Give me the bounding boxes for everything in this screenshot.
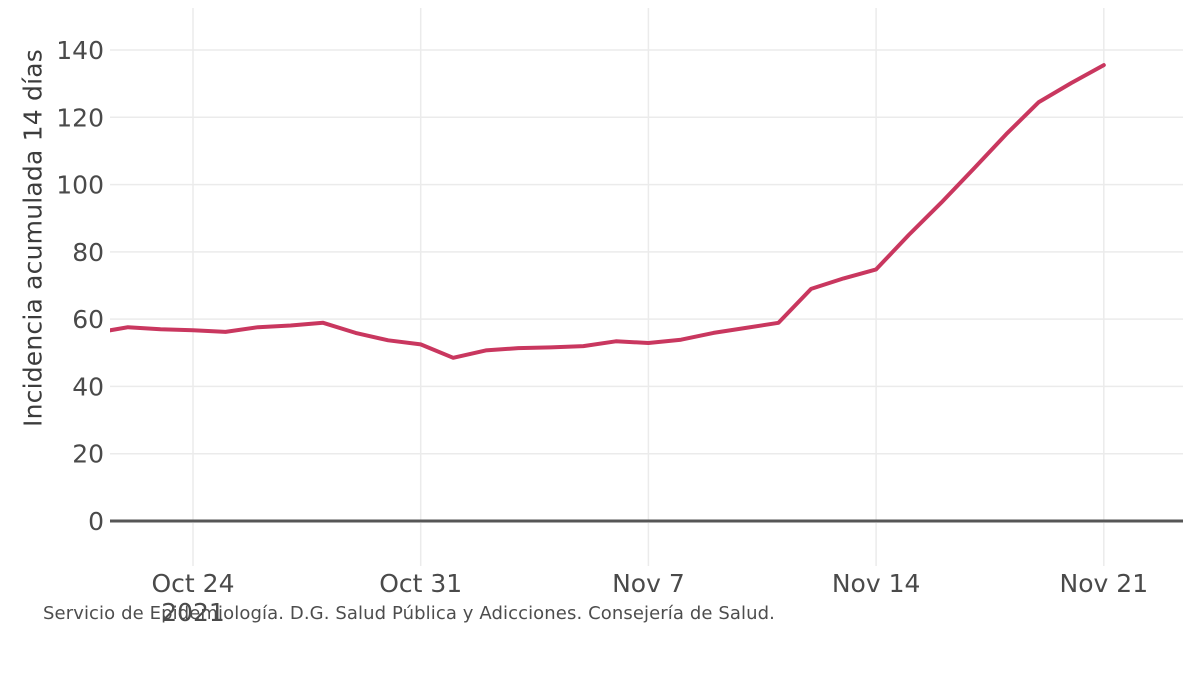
x-tick-label: Nov 14 xyxy=(832,569,921,598)
y-tick-label: 60 xyxy=(72,305,104,334)
y-tick-label: 0 xyxy=(88,507,104,536)
y-tick-label: 140 xyxy=(56,36,104,65)
series-line[interactable] xyxy=(95,63,1106,360)
y-tick-label: 80 xyxy=(72,238,104,267)
x-tick-label: Nov 21 xyxy=(1060,569,1149,598)
x-tick-label: Oct 31 xyxy=(379,569,462,598)
y-tick-label: 20 xyxy=(72,440,104,469)
x-tick-label: Oct 24 xyxy=(152,569,235,598)
y-tick-label: 120 xyxy=(56,103,104,132)
x-tick-year-label: 2021 xyxy=(161,598,225,627)
y-axis-title: Incidencia acumulada 14 días xyxy=(18,49,48,427)
x-tick-label: Nov 7 xyxy=(612,569,685,598)
y-tick-label: 40 xyxy=(72,372,104,401)
y-tick-label: 100 xyxy=(56,171,104,200)
source-caption: Servicio de Epidemiología. D.G. Salud Pú… xyxy=(43,603,775,624)
